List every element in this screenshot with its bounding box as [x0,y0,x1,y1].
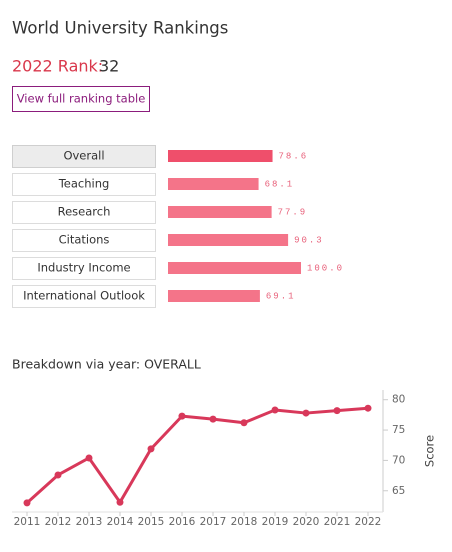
bar [168,206,272,218]
value-label: 69.1 [266,291,296,301]
y-tick-label: 70 [392,454,405,466]
point [271,406,279,414]
bar [168,178,259,190]
y-tick-label: 75 [392,424,405,436]
category-label[interactable]: Research [58,205,111,219]
y-tick-label: 80 [392,394,405,406]
bar [168,150,273,162]
x-tick-label: 2015 [138,516,165,528]
ranking-button-label[interactable]: View full ranking table [17,92,146,106]
x-tick-label: 2018 [231,516,258,528]
line [25,406,369,505]
bar [168,290,260,302]
category-tab[interactable] [12,145,156,168]
x-tick-label: 2017 [200,516,227,528]
y-axis-label: Score [423,435,437,467]
x-tick-label: 2021 [324,516,351,528]
bar [168,262,301,274]
x-tick-label: 2013 [76,516,103,528]
x-tick-label: 2016 [169,516,196,528]
category-label[interactable]: Teaching [58,177,110,191]
point [116,498,124,506]
point [147,445,155,453]
category-label[interactable]: International Outlook [23,289,145,303]
x-tick-label: 2019 [262,516,289,528]
bar [168,234,289,246]
category-label[interactable]: Overall [63,149,104,163]
point [85,454,93,462]
point [178,412,186,420]
x-tick-label: 2011 [14,516,41,528]
category-label[interactable]: Citations [59,233,110,247]
x-tick-label: 2022 [355,516,382,528]
category-tab[interactable] [12,229,156,252]
value-label: 77.9 [278,207,308,217]
rank-label: 2022 Rank: [12,57,103,76]
point [23,499,31,507]
ranking-button[interactable] [12,86,150,112]
point [364,404,372,412]
x-tick-label: 2020 [293,516,320,528]
category-label[interactable]: Industry Income [37,261,130,275]
value-label: 78.6 [279,151,309,161]
value-label: 100.0 [307,263,344,273]
x-tick-label: 2012 [45,516,72,528]
category-tab[interactable] [12,173,156,196]
rank-value: 32 [99,57,119,76]
page-title: World University Rankings [12,19,228,38]
category-tab[interactable] [12,257,156,280]
point [302,409,310,417]
category-tab[interactable] [12,201,156,224]
x-tick-label: 2014 [107,516,134,528]
point [209,415,217,423]
category-tab[interactable] [12,285,156,308]
value-label: 90.3 [294,235,324,245]
point [333,407,341,415]
value-label: 68.1 [265,179,295,189]
y-tick-label: 65 [392,485,405,497]
point [240,419,248,427]
line-chart-title: Breakdown via year: OVERALL [12,357,201,372]
point [54,471,62,479]
